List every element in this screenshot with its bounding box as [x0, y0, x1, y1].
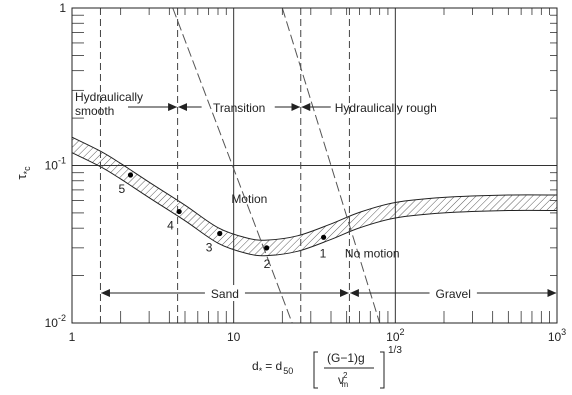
x-axis-label: d* = d50 (G−1)g ν2 m 1/3	[252, 345, 402, 389]
x-label-left-bracket	[313, 351, 318, 389]
label-hydraulically-smooth-line2: smooth	[75, 104, 114, 118]
band-upper-edge	[71, 136, 558, 241]
x-label-right-bracket	[380, 351, 385, 389]
dashed-boundaries	[99, 7, 381, 324]
y-axis-symbol: τ	[14, 174, 29, 180]
dashed-inclined	[281, 7, 381, 324]
label-sand: Sand	[211, 287, 239, 301]
label-transition: Transition	[213, 101, 265, 115]
y-axis-subscript: *c	[22, 166, 32, 175]
label-hydraulically-rough: Hydraulically rough	[335, 101, 437, 115]
x-tick-label: 10	[227, 330, 241, 344]
x-tick-label: 102	[386, 327, 404, 344]
dashed-inclined	[172, 7, 293, 324]
band-lower-edge	[71, 152, 558, 257]
label-backdrop	[204, 285, 245, 302]
label-hydraulically-smooth-line1: Hydraulically	[75, 90, 143, 104]
data-point-label-2: 2	[264, 257, 271, 271]
y-tick-label: 10-2	[45, 313, 66, 330]
data-point-5	[127, 172, 134, 178]
band-hatch	[72, 137, 557, 256]
tick-labels: 1 10 102 103 10-2 10-1 1	[45, 1, 567, 344]
x-label-lhs: d* = d50	[252, 359, 293, 376]
x-tick-label: 1	[69, 330, 76, 344]
data-point-label-1: 1	[320, 246, 327, 260]
x-tick-label: 103	[548, 327, 566, 344]
y-tick-label: 1	[59, 1, 66, 15]
label-no-motion: No motion	[345, 247, 400, 261]
data-point-label-5: 5	[118, 182, 125, 196]
y-tick-label: 10-1	[45, 156, 66, 173]
label-backdrop	[429, 285, 477, 302]
gridlines	[72, 8, 557, 323]
data-point-label-4: 4	[167, 219, 174, 233]
data-point-3	[217, 230, 223, 237]
x-label-numerator: (G−1)g	[327, 351, 365, 365]
y-axis-label: τ*c	[14, 166, 32, 180]
x-label-exponent: 1/3	[388, 345, 402, 356]
data-point-1	[321, 234, 327, 240]
x-label-denominator: ν2 m	[338, 371, 348, 389]
label-gravel: Gravel	[436, 287, 471, 301]
data-point-4	[176, 208, 182, 215]
data-points: 5 4 3 2 1	[118, 172, 327, 271]
label-motion: Motion	[231, 192, 267, 206]
data-point-2	[264, 245, 270, 251]
plot-frame	[71, 7, 558, 324]
data-point-label-3: 3	[206, 241, 213, 255]
shields-band	[71, 136, 558, 257]
